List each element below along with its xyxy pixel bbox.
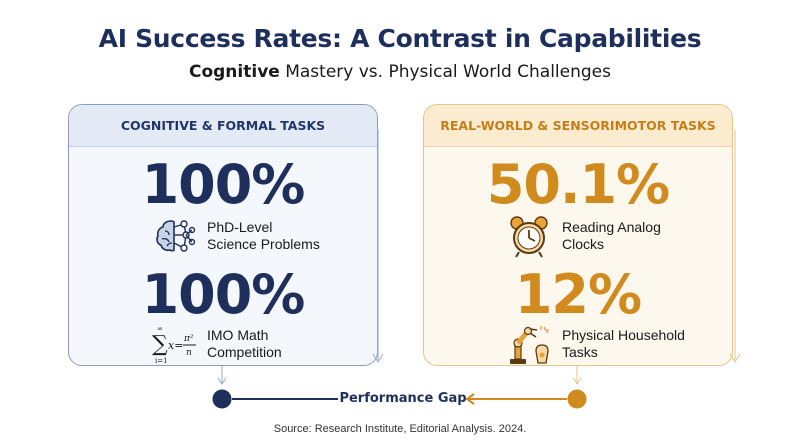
sensorimotor-stat-2-label: Physical Household Tasks [562,327,685,360]
svg-text:i=1: i=1 [155,357,168,365]
sensorimotor-stat-2-item: Physical Household Tasks [506,321,685,367]
gold-gap-dot [567,389,587,409]
cognitive-stat-2-value: 100% [141,263,306,326]
subtitle-rest: Mastery vs. Physical World Challenges [285,62,611,82]
alarm-clock-icon [510,216,548,258]
svg-text:∞: ∞ [157,325,163,333]
cognitive-stat-2-item: ∑ ∞ i=1 x= π² n IMO Math Competition [151,321,282,367]
sensorimotor-stat-2-value: 12% [514,263,642,326]
svg-text:n: n [186,348,192,358]
subtitle-bold: Cognitive [188,62,280,82]
brain-network-icon [156,220,196,252]
cognitive-stat-2-label: IMO Math Competition [207,327,282,360]
cognitive-stat-1-item: PhD-Level Science Problems [151,213,320,259]
cognitive-panel: COGNITIVE & FORMAL TASKS 100% PhD-Level … [68,104,378,366]
svg-text:π²: π² [183,334,194,344]
cognitive-stat-1-value: 100% [141,153,306,216]
navy-gap-dot [212,389,232,409]
math-formula-icon: ∑ ∞ i=1 x= π² n [152,325,196,365]
sensorimotor-stat-1-value: 50.1% [486,153,670,216]
sensorimotor-panel-header: REAL-WORLD & SENSORIMOTOR TASKS [424,105,732,147]
sensorimotor-stat-1-label: Reading Analog Clocks [562,219,661,252]
page-subtitle: Cognitive Mastery vs. Physical World Cha… [0,62,800,82]
cognitive-panel-header: COGNITIVE & FORMAL TASKS [69,105,377,147]
robot-arm-icon [510,326,549,364]
performance-gap-label: Performance Gap [339,391,467,406]
source-note: Source: Research Institute, Editorial An… [273,423,527,435]
cognitive-stat-1-label: PhD-Level Science Problems [207,219,320,252]
sensorimotor-stat-1-item: Reading Analog Clocks [506,213,661,259]
svg-text:∑: ∑ [152,332,168,357]
svg-text:x=: x= [168,339,183,352]
sensorimotor-panel: REAL-WORLD & SENSORIMOTOR TASKS 50.1% Re… [423,104,733,366]
page-title: AI Success Rates: A Contrast in Capabili… [98,24,702,53]
